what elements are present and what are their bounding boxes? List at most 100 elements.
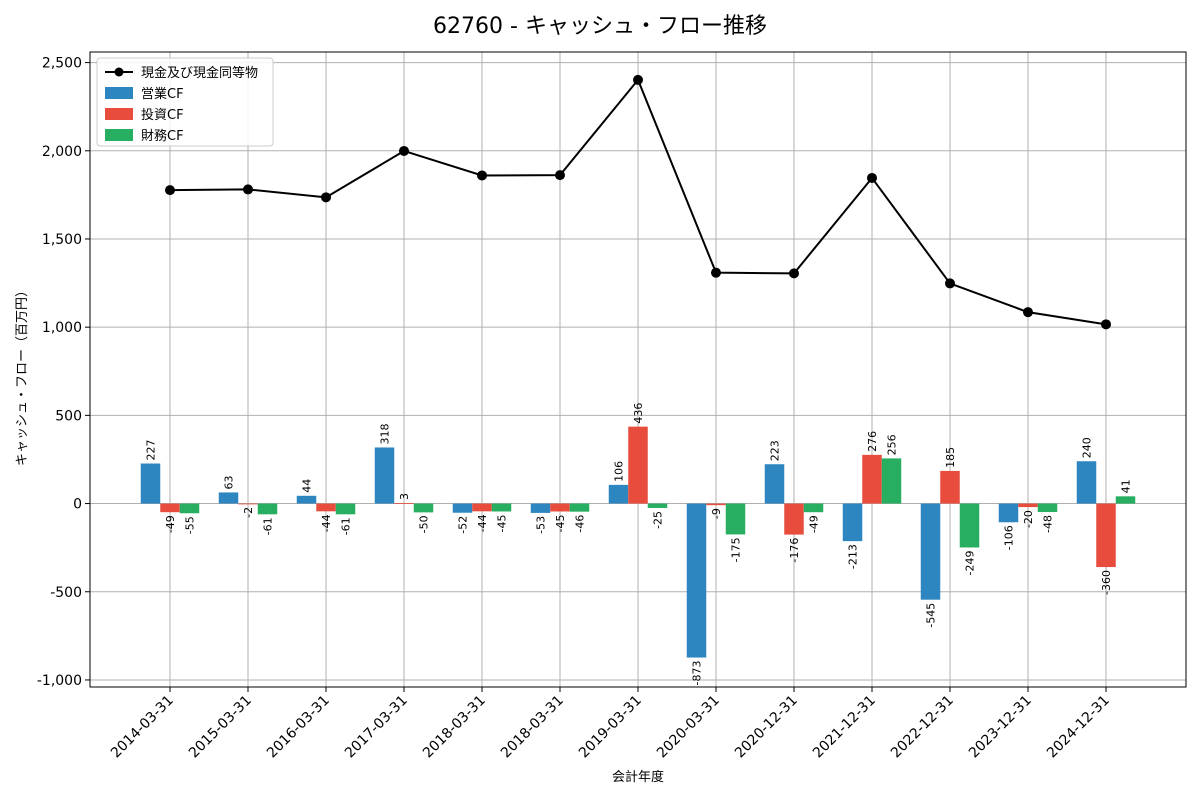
bar-value-label: -176 bbox=[788, 538, 801, 563]
legend-swatch-bar bbox=[105, 87, 133, 99]
bar-value-label: -46 bbox=[574, 515, 587, 533]
y-axis-label: キャッシュ・フロー（百万円） bbox=[15, 284, 30, 466]
bar-value-label: -52 bbox=[457, 516, 470, 534]
bar-value-label: -61 bbox=[262, 517, 275, 535]
line-layer bbox=[165, 74, 1111, 330]
legend-label: 財務CF bbox=[141, 129, 184, 144]
bar bbox=[842, 503, 863, 542]
bar-value-label: -55 bbox=[184, 516, 197, 534]
bar-value-label: 318 bbox=[379, 423, 392, 444]
legend-swatch-marker bbox=[114, 67, 124, 77]
bar bbox=[179, 503, 200, 514]
bar-value-label: -45 bbox=[496, 514, 509, 532]
bar bbox=[394, 503, 414, 504]
bar-value-label: 240 bbox=[1081, 437, 1094, 458]
plot-frame bbox=[89, 51, 1187, 688]
x-tick-label: 2014-03-31 bbox=[108, 693, 177, 762]
legend-label: 投資CF bbox=[141, 107, 184, 123]
bar bbox=[452, 503, 473, 513]
x-tick-label: 2017-03-31 bbox=[342, 693, 411, 762]
bar-value-label: -175 bbox=[730, 537, 743, 562]
cash-point bbox=[633, 74, 643, 85]
bar bbox=[608, 484, 629, 504]
bar bbox=[803, 503, 824, 513]
bar-value-label: -61 bbox=[340, 517, 353, 535]
bar bbox=[335, 503, 356, 515]
bar-value-label: 436 bbox=[632, 403, 645, 424]
chart-title: 62760 - キャッシュ・フロー推移 bbox=[433, 14, 767, 39]
bar-value-label: 223 bbox=[769, 440, 782, 461]
bar bbox=[530, 503, 551, 513]
x-tick-label: 2018-03-31 bbox=[498, 693, 567, 762]
bar bbox=[1076, 461, 1097, 504]
x-tick-label: 2024-12-31 bbox=[1044, 693, 1113, 762]
cash-point bbox=[1101, 319, 1111, 330]
bar bbox=[1037, 503, 1058, 513]
bar bbox=[784, 503, 804, 535]
cash-point bbox=[165, 185, 175, 196]
bar bbox=[686, 503, 707, 658]
y-tick-label: 2,000 bbox=[42, 144, 82, 160]
bar-value-label: -44 bbox=[476, 514, 489, 532]
cash-point bbox=[789, 268, 799, 279]
cash-point bbox=[243, 184, 253, 195]
x-tick-label: 2020-12-31 bbox=[732, 693, 801, 762]
bars-layer bbox=[140, 426, 1136, 658]
y-tick-label: -1,000 bbox=[37, 673, 82, 689]
bar bbox=[550, 503, 570, 512]
bar bbox=[413, 503, 434, 513]
bar-value-label: -545 bbox=[925, 603, 938, 628]
bar bbox=[569, 503, 590, 512]
bar bbox=[862, 454, 882, 504]
bar bbox=[1018, 503, 1038, 508]
bar-value-label: -49 bbox=[808, 515, 821, 533]
labels-layer: 227 63 44 318 -52 -53 106 -873 223 -213 -545 -106 24… bbox=[145, 403, 1133, 686]
bar-value-label: -9 bbox=[710, 508, 723, 519]
bar-value-label: 276 bbox=[866, 431, 879, 452]
cash-point bbox=[945, 278, 955, 289]
y-tick-label: -500 bbox=[50, 585, 82, 601]
legend-swatch-bar bbox=[105, 129, 133, 141]
bar bbox=[706, 503, 726, 506]
bar-value-label: -49 bbox=[164, 515, 177, 533]
y-tick-label: 2,500 bbox=[42, 56, 82, 72]
x-tick-label: 2018-03-31 bbox=[420, 693, 489, 762]
y-tick-label: 1,500 bbox=[42, 232, 82, 248]
grid-layer bbox=[90, 52, 1186, 687]
bar bbox=[296, 495, 317, 504]
bar-value-label: 185 bbox=[944, 447, 957, 468]
bar bbox=[647, 503, 668, 508]
x-tick-label: 2016-03-31 bbox=[264, 693, 333, 762]
bar bbox=[316, 503, 336, 512]
y-tick-label: 500 bbox=[55, 408, 82, 424]
y-tick-label: 1,000 bbox=[42, 320, 82, 336]
bar bbox=[920, 503, 941, 600]
cash-point bbox=[867, 172, 877, 183]
bar bbox=[764, 464, 785, 504]
cash-point bbox=[477, 170, 487, 181]
bar-value-label: 44 bbox=[301, 479, 314, 493]
cash-point bbox=[555, 170, 565, 181]
bar-value-label: -873 bbox=[691, 661, 704, 686]
bar-value-label: -20 bbox=[1022, 510, 1035, 528]
bar-value-label: 106 bbox=[613, 461, 626, 482]
bar-value-label: 3 bbox=[398, 493, 411, 500]
legend-label: 現金及び現金同等物 bbox=[141, 65, 258, 81]
bar-value-label: -50 bbox=[418, 515, 431, 533]
bar bbox=[160, 503, 180, 513]
x-tick-label: 2020-03-31 bbox=[654, 693, 723, 762]
bar-value-label: -48 bbox=[1042, 515, 1055, 533]
legend-swatch-bar bbox=[105, 108, 133, 120]
bar bbox=[140, 463, 161, 504]
legend-box bbox=[96, 57, 274, 147]
bar-value-label: -106 bbox=[1003, 525, 1016, 550]
x-tick-label: 2022-12-31 bbox=[888, 693, 957, 762]
bar-value-label: -53 bbox=[535, 516, 548, 534]
legend-label: 営業CF bbox=[141, 86, 184, 102]
bar-value-label: -2 bbox=[242, 507, 255, 518]
bar bbox=[940, 470, 960, 504]
bar bbox=[998, 503, 1019, 523]
